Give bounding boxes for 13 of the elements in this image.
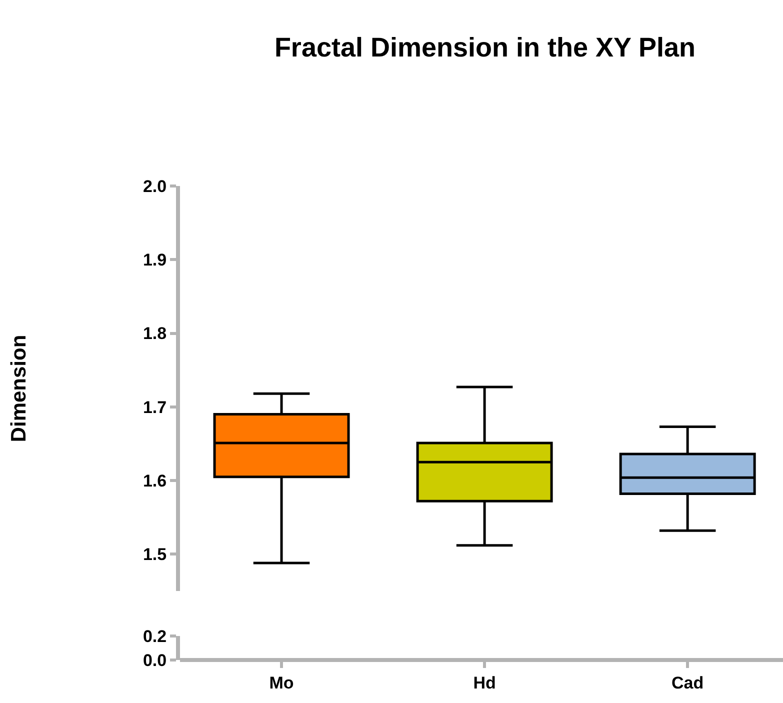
chart-title: Fractal Dimension in the XY Plan (274, 32, 696, 62)
x-tick-label: Cad (672, 673, 704, 692)
y-tick-label: 2.0 (142, 176, 167, 196)
y-tick-label: 1.6 (142, 472, 167, 490)
x-tick-label: Mo (269, 673, 294, 692)
y-tick-label: 1.8 (142, 324, 167, 344)
y-tick-label: 1.9 (142, 250, 167, 270)
y-axis-title: Dimension (8, 334, 31, 442)
y-tick-label: 0.2 (142, 626, 167, 646)
y-tick-label: 0.0 (142, 650, 167, 670)
x-tick-label: Hd (473, 673, 496, 692)
y-tick-label: 1.5 (142, 545, 167, 564)
y-tick-label: 1.7 (142, 398, 167, 417)
